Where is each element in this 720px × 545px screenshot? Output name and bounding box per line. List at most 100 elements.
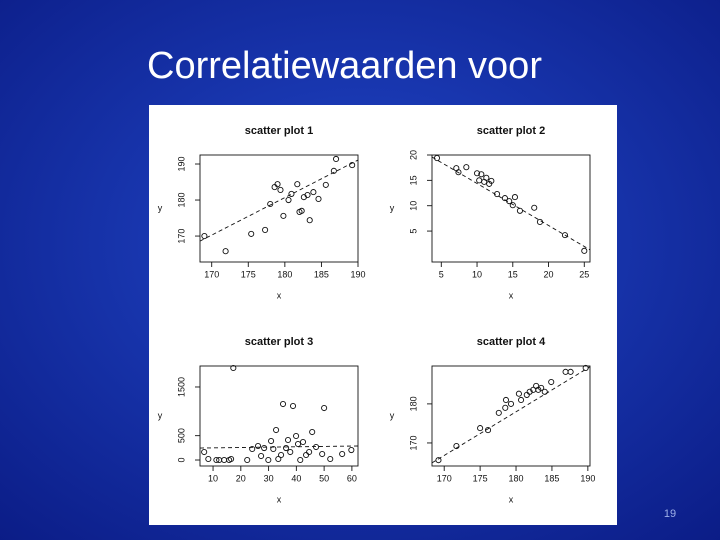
x-tick-label: 170: [204, 269, 219, 279]
fit-line: [199, 445, 359, 449]
point: [477, 425, 484, 432]
point: [277, 186, 284, 193]
x-tick-label: 40: [291, 473, 301, 483]
x-tick-label: 175: [473, 473, 488, 483]
point: [502, 404, 509, 411]
point: [435, 457, 442, 464]
point: [567, 368, 574, 375]
point: [548, 378, 555, 386]
point: [333, 155, 340, 163]
point: [230, 364, 237, 372]
y-axis-label: y: [158, 203, 163, 213]
point: [201, 448, 208, 456]
point: [274, 181, 281, 188]
x-tick-label: 10: [472, 269, 482, 279]
plot-title: scatter plot 4: [477, 336, 546, 348]
x-tick-label: 25: [579, 269, 589, 279]
point: [298, 207, 305, 214]
x-tick-label: 190: [350, 269, 365, 279]
point: [315, 195, 322, 203]
point: [484, 427, 492, 434]
point: [275, 455, 282, 463]
y-axis-label: y: [390, 203, 395, 213]
plot-title: scatter plot 1: [245, 125, 313, 137]
point: [455, 169, 462, 176]
fit-line: [199, 159, 359, 242]
y-tick-label: 10: [408, 201, 418, 211]
point: [268, 437, 275, 445]
point: [249, 445, 256, 453]
y-tick-label: 170: [176, 229, 186, 244]
x-tick-label: 180: [509, 473, 524, 483]
y-tick-label: 180: [176, 193, 186, 208]
page-number: 19: [664, 508, 676, 520]
point: [494, 190, 501, 198]
x-tick-label: 60: [347, 473, 357, 483]
x-tick-label: 30: [264, 473, 274, 483]
point: [541, 388, 548, 395]
y-tick-label: 0: [176, 458, 186, 463]
x-axis-label: x: [277, 494, 282, 504]
y-tick-label: 190: [176, 156, 186, 171]
point: [222, 248, 229, 255]
x-tick-label: 20: [544, 269, 554, 279]
point: [501, 195, 508, 202]
point: [285, 196, 292, 204]
point: [244, 456, 251, 464]
x-tick-label: 180: [277, 269, 292, 279]
plot-frame: [431, 365, 591, 467]
point: [304, 191, 311, 199]
point: [516, 207, 523, 214]
point: [261, 444, 268, 452]
x-tick-label: 50: [319, 473, 329, 483]
plot-title: scatter plot 2: [477, 125, 545, 137]
point: [265, 456, 272, 464]
point: [561, 232, 569, 239]
point: [297, 456, 304, 464]
y-tick-label: 20: [408, 150, 418, 160]
point: [267, 200, 274, 208]
point: [507, 400, 515, 407]
point: [536, 218, 544, 225]
point: [433, 154, 441, 162]
point: [279, 400, 287, 408]
point: [321, 404, 328, 412]
point: [531, 204, 538, 211]
point: [289, 402, 297, 410]
figure-panel: [149, 105, 617, 525]
point: [201, 233, 208, 240]
x-axis-label: x: [509, 494, 514, 504]
x-tick-label: 10: [208, 473, 218, 483]
point: [463, 164, 470, 171]
x-tick-label: 190: [580, 473, 595, 483]
point: [330, 167, 337, 174]
point: [483, 174, 490, 181]
x-tick-label: 175: [241, 269, 256, 279]
point: [518, 396, 525, 404]
point: [348, 446, 355, 454]
x-axis-label: x: [277, 290, 282, 300]
point: [453, 443, 460, 450]
point: [254, 442, 262, 450]
point: [288, 190, 295, 197]
point: [488, 177, 495, 184]
point: [228, 455, 235, 463]
point: [309, 428, 316, 436]
point: [515, 390, 522, 397]
point: [299, 438, 307, 446]
y-tick-label: 180: [408, 396, 418, 411]
point: [538, 384, 545, 391]
point: [319, 450, 326, 458]
y-tick-label: 5: [408, 229, 418, 234]
point: [293, 432, 300, 440]
point: [478, 171, 485, 178]
x-axis-label: x: [509, 290, 514, 300]
point: [284, 436, 292, 444]
y-tick-label: 170: [408, 435, 418, 450]
point: [495, 409, 502, 416]
point: [205, 455, 212, 463]
point: [339, 450, 346, 458]
point: [306, 217, 313, 224]
